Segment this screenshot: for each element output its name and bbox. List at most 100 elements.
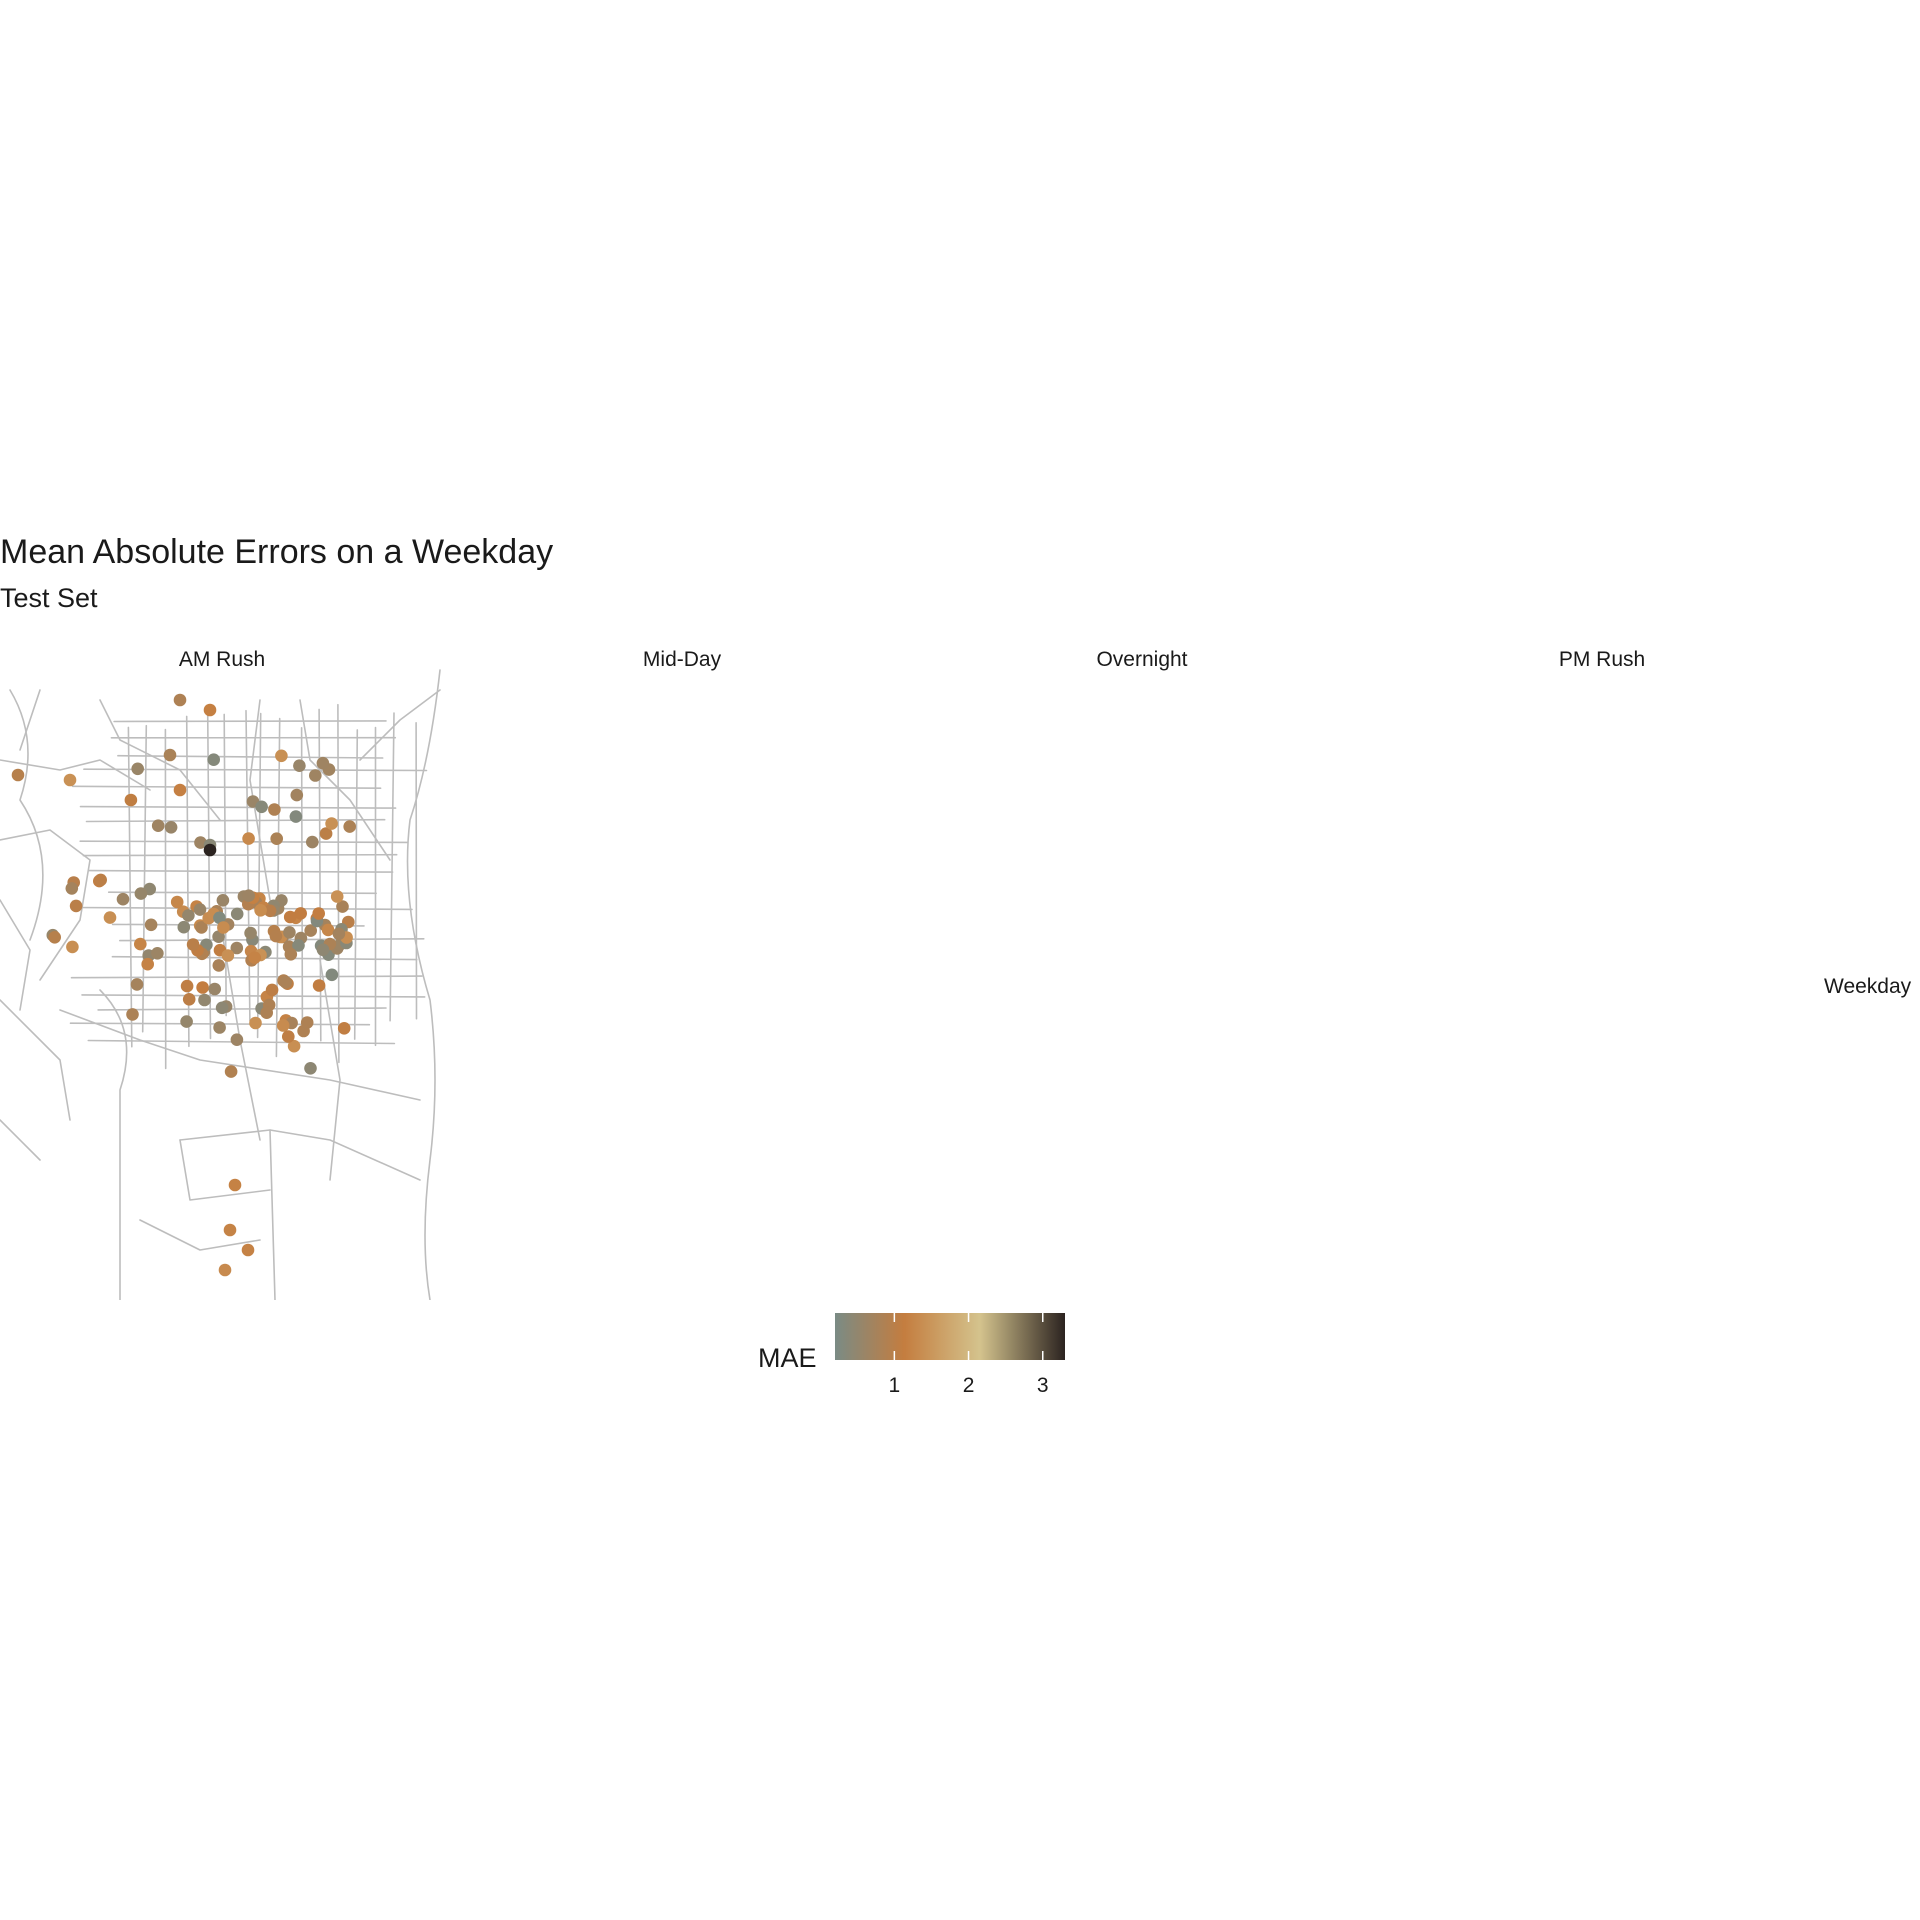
station-point bbox=[656, 981, 669, 994]
station-point bbox=[1444, 774, 1457, 787]
station-point bbox=[1187, 900, 1200, 913]
station-point bbox=[182, 993, 196, 1006]
station-point bbox=[1622, 898, 1635, 911]
station-point bbox=[586, 1008, 599, 1021]
station-point bbox=[673, 959, 686, 972]
road-line bbox=[300, 727, 304, 1027]
station-point bbox=[640, 1015, 653, 1028]
station-point bbox=[1665, 1017, 1678, 1030]
chart-subtitle: Test Set bbox=[0, 583, 98, 613]
station-point bbox=[276, 1019, 290, 1032]
road-line bbox=[1018, 1008, 1306, 1010]
station-point bbox=[1255, 923, 1268, 936]
road-line bbox=[141, 724, 148, 1033]
station-point bbox=[151, 947, 164, 960]
station-point bbox=[1665, 948, 1678, 961]
station-point bbox=[173, 783, 187, 797]
station-point bbox=[553, 875, 566, 888]
station-point bbox=[1046, 1008, 1059, 1021]
road-line bbox=[1460, 841, 1787, 842]
station-point bbox=[769, 769, 782, 782]
road-line bbox=[206, 711, 212, 1040]
station-point bbox=[1014, 874, 1027, 887]
station-point bbox=[720, 1006, 733, 1019]
station-point bbox=[1714, 938, 1727, 951]
station-point bbox=[1554, 694, 1567, 707]
road-line bbox=[531, 1023, 830, 1024]
road-line bbox=[850, 713, 854, 1021]
station-point bbox=[735, 750, 748, 763]
road-line bbox=[1100, 1130, 1340, 1180]
station-point bbox=[1563, 993, 1576, 1006]
station-point bbox=[984, 774, 997, 787]
mae-colorbar-legend: MAE 1 2 3 bbox=[758, 1313, 1065, 1397]
station-point bbox=[1237, 757, 1250, 770]
station-point bbox=[1188, 803, 1201, 816]
station-point bbox=[164, 821, 178, 834]
station-point bbox=[319, 827, 333, 840]
station-point bbox=[796, 900, 809, 913]
station-point bbox=[1644, 905, 1657, 918]
road-line bbox=[1380, 900, 1410, 1010]
station-point bbox=[1202, 1030, 1215, 1043]
road-line bbox=[460, 1000, 530, 1120]
station-point bbox=[1142, 949, 1155, 962]
station-point bbox=[207, 753, 220, 766]
station-point bbox=[1575, 921, 1588, 934]
station-point bbox=[691, 942, 704, 955]
station-point bbox=[714, 949, 727, 962]
station-point bbox=[1558, 921, 1571, 934]
road-line bbox=[337, 703, 340, 1064]
station-point bbox=[1203, 940, 1216, 953]
road-line bbox=[1492, 957, 1796, 960]
station-point bbox=[1196, 931, 1209, 944]
station-point bbox=[1133, 1021, 1146, 1034]
station-point bbox=[1446, 882, 1459, 895]
road-line bbox=[1500, 939, 1804, 941]
road-line bbox=[1380, 1120, 1420, 1160]
station-point bbox=[702, 898, 715, 911]
station-point bbox=[745, 948, 758, 961]
station-point bbox=[689, 1179, 702, 1192]
station-point bbox=[726, 984, 739, 997]
road-line bbox=[353, 729, 359, 1040]
station-point bbox=[244, 926, 257, 940]
station-point bbox=[732, 902, 745, 915]
station-point bbox=[1260, 931, 1273, 944]
station-point bbox=[1256, 900, 1269, 913]
station-point bbox=[757, 1025, 770, 1038]
legend-tick-label: 2 bbox=[963, 1374, 975, 1397]
station-point bbox=[658, 994, 671, 1007]
station-point bbox=[1650, 930, 1663, 943]
station-point bbox=[1574, 903, 1587, 916]
road-line bbox=[9, 689, 44, 941]
road-line bbox=[1380, 760, 1530, 790]
station-point bbox=[325, 817, 338, 830]
station-point bbox=[1251, 942, 1264, 955]
station-point bbox=[1587, 753, 1600, 766]
station-point bbox=[1544, 749, 1557, 762]
station-point bbox=[642, 909, 655, 922]
road-line bbox=[99, 989, 128, 1300]
station-point bbox=[1697, 944, 1710, 957]
station-point bbox=[66, 940, 79, 954]
station-point bbox=[1633, 892, 1646, 905]
station-point bbox=[1098, 921, 1111, 934]
road-line bbox=[139, 1219, 261, 1251]
station-point bbox=[1130, 905, 1143, 918]
road-line bbox=[940, 690, 960, 750]
station-point bbox=[1136, 1002, 1149, 1015]
road-line bbox=[73, 906, 413, 911]
station-point bbox=[249, 1016, 262, 1030]
road-line bbox=[1656, 719, 1659, 1057]
station-point bbox=[1609, 1179, 1622, 1192]
road-line bbox=[1680, 700, 1770, 860]
station-point bbox=[800, 937, 813, 950]
road-line bbox=[460, 760, 610, 790]
station-point bbox=[1190, 930, 1203, 943]
station-point bbox=[761, 1016, 774, 1029]
station-point bbox=[1263, 820, 1276, 833]
road-line bbox=[1567, 716, 1569, 1046]
station-point bbox=[1226, 836, 1239, 849]
station-point bbox=[1625, 945, 1638, 958]
